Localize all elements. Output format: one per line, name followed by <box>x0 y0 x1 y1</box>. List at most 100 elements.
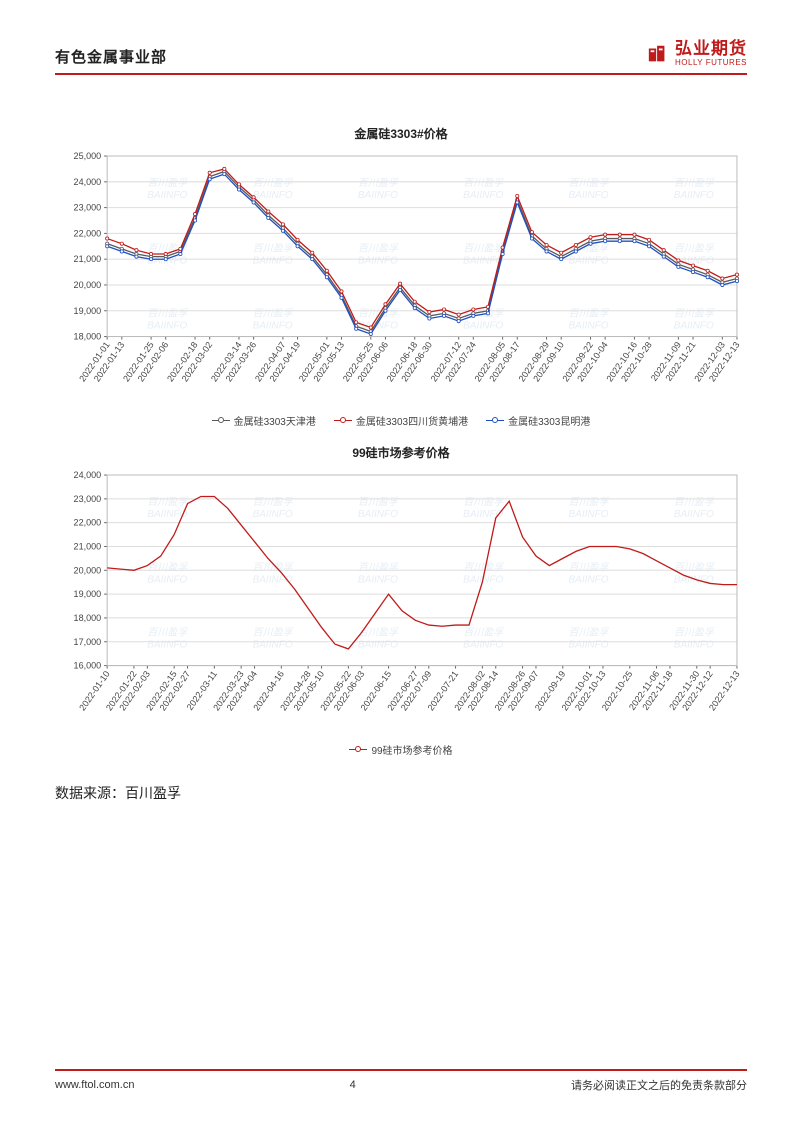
legend-item: 金属硅3303昆明港 <box>486 413 590 428</box>
svg-text:百川盈孚: 百川盈孚 <box>674 307 715 319</box>
legend-item: 99硅市场参考价格 <box>349 742 452 757</box>
svg-text:23,000: 23,000 <box>74 203 102 213</box>
svg-text:百川盈孚: 百川盈孚 <box>358 307 399 319</box>
svg-text:BAIINFO: BAIINFO <box>358 255 398 266</box>
legend-label: 金属硅3303天津港 <box>234 413 316 428</box>
svg-text:百川盈孚: 百川盈孚 <box>568 496 609 508</box>
svg-text:百川盈孚: 百川盈孚 <box>568 626 609 638</box>
logo-cn: 弘业期货 <box>675 40 747 57</box>
svg-text:BAIINFO: BAIINFO <box>463 509 503 520</box>
svg-text:百川盈孚: 百川盈孚 <box>253 626 294 638</box>
svg-text:百川盈孚: 百川盈孚 <box>463 242 504 254</box>
svg-text:BAIINFO: BAIINFO <box>358 574 398 585</box>
svg-text:百川盈孚: 百川盈孚 <box>147 626 188 638</box>
svg-text:百川盈孚: 百川盈孚 <box>147 496 188 508</box>
svg-text:BAIINFO: BAIINFO <box>147 190 187 201</box>
svg-text:24,000: 24,000 <box>74 177 102 187</box>
svg-text:BAIINFO: BAIINFO <box>463 190 503 201</box>
svg-text:百川盈孚: 百川盈孚 <box>674 496 715 508</box>
legend-label: 99硅市场参考价格 <box>371 742 452 757</box>
data-source-label: 数据来源： <box>55 785 125 801</box>
svg-text:BAIINFO: BAIINFO <box>147 574 187 585</box>
svg-text:BAIINFO: BAIINFO <box>674 574 714 585</box>
svg-text:BAIINFO: BAIINFO <box>463 255 503 266</box>
chart2-legend: 99硅市场参考价格 <box>55 742 747 757</box>
svg-text:BAIINFO: BAIINFO <box>253 190 293 201</box>
svg-text:23,000: 23,000 <box>74 494 102 504</box>
svg-text:百川盈孚: 百川盈孚 <box>674 561 715 573</box>
svg-text:百川盈孚: 百川盈孚 <box>147 561 188 573</box>
data-source: 数据来源：百川盈孚 <box>55 783 747 803</box>
svg-text:百川盈孚: 百川盈孚 <box>674 626 715 638</box>
svg-text:21,000: 21,000 <box>74 541 102 551</box>
svg-text:百川盈孚: 百川盈孚 <box>463 626 504 638</box>
chart1-canvas: 百川盈孚BAIINFO百川盈孚BAIINFO百川盈孚BAIINFO百川盈孚BAI… <box>55 148 747 409</box>
svg-text:BAIINFO: BAIINFO <box>674 509 714 520</box>
svg-text:BAIINFO: BAIINFO <box>358 639 398 650</box>
svg-text:百川盈孚: 百川盈孚 <box>253 307 294 319</box>
svg-text:百川盈孚: 百川盈孚 <box>253 242 294 254</box>
svg-text:18,000: 18,000 <box>74 613 102 623</box>
chart-3303-price: 金属硅3303#价格 百川盈孚BAIINFO百川盈孚BAIINFO百川盈孚BAI… <box>55 125 747 428</box>
svg-text:20,000: 20,000 <box>74 565 102 575</box>
svg-text:百川盈孚: 百川盈孚 <box>358 496 399 508</box>
legend-label: 金属硅3303四川货黄埔港 <box>356 413 468 428</box>
svg-text:百川盈孚: 百川盈孚 <box>463 177 504 189</box>
svg-text:BAIINFO: BAIINFO <box>253 321 293 332</box>
chart-99si-price: 99硅市场参考价格 百川盈孚BAIINFO百川盈孚BAIINFO百川盈孚BAII… <box>55 444 747 757</box>
svg-text:22,000: 22,000 <box>74 517 102 527</box>
svg-text:BAIINFO: BAIINFO <box>568 509 608 520</box>
legend-label: 金属硅3303昆明港 <box>508 413 590 428</box>
chart1-title: 金属硅3303#价格 <box>55 125 747 142</box>
svg-text:25,000: 25,000 <box>74 151 102 161</box>
department-title: 有色金属事业部 <box>55 46 167 67</box>
svg-text:BAIINFO: BAIINFO <box>358 190 398 201</box>
legend-item: 金属硅3303天津港 <box>212 413 316 428</box>
svg-text:百川盈孚: 百川盈孚 <box>147 177 188 189</box>
svg-text:BAIINFO: BAIINFO <box>463 321 503 332</box>
svg-text:BAIINFO: BAIINFO <box>568 190 608 201</box>
footer-disclaimer: 请务必阅读正文之后的免责条款部分 <box>571 1077 747 1093</box>
svg-text:BAIINFO: BAIINFO <box>568 255 608 266</box>
svg-text:百川盈孚: 百川盈孚 <box>674 242 715 254</box>
svg-text:22,000: 22,000 <box>74 228 102 238</box>
svg-text:19,000: 19,000 <box>74 589 102 599</box>
svg-text:BAIINFO: BAIINFO <box>674 639 714 650</box>
svg-text:百川盈孚: 百川盈孚 <box>568 561 609 573</box>
logo: 弘业期货 HOLLY FUTURES <box>647 40 747 67</box>
chart2-canvas: 百川盈孚BAIINFO百川盈孚BAIINFO百川盈孚BAIINFO百川盈孚BAI… <box>55 467 747 738</box>
svg-text:百川盈孚: 百川盈孚 <box>568 177 609 189</box>
svg-text:18,000: 18,000 <box>74 332 102 342</box>
svg-text:百川盈孚: 百川盈孚 <box>358 561 399 573</box>
svg-text:BAIINFO: BAIINFO <box>147 321 187 332</box>
svg-text:百川盈孚: 百川盈孚 <box>674 177 715 189</box>
svg-text:百川盈孚: 百川盈孚 <box>463 496 504 508</box>
svg-text:BAIINFO: BAIINFO <box>253 255 293 266</box>
svg-text:21,000: 21,000 <box>74 254 102 264</box>
footer-page-number: 4 <box>350 1079 356 1091</box>
svg-text:百川盈孚: 百川盈孚 <box>147 307 188 319</box>
svg-text:BAIINFO: BAIINFO <box>358 509 398 520</box>
svg-text:百川盈孚: 百川盈孚 <box>253 177 294 189</box>
footer-rule <box>55 1069 747 1071</box>
svg-text:16,000: 16,000 <box>74 660 102 670</box>
logo-en: HOLLY FUTURES <box>675 59 747 67</box>
svg-text:百川盈孚: 百川盈孚 <box>463 561 504 573</box>
svg-text:19,000: 19,000 <box>74 306 102 316</box>
data-source-value: 百川盈孚 <box>125 785 181 801</box>
svg-text:百川盈孚: 百川盈孚 <box>253 496 294 508</box>
svg-text:BAIINFO: BAIINFO <box>674 190 714 201</box>
svg-text:17,000: 17,000 <box>74 637 102 647</box>
svg-text:BAIINFO: BAIINFO <box>253 639 293 650</box>
svg-text:BAIINFO: BAIINFO <box>674 321 714 332</box>
legend-item: 金属硅3303四川货黄埔港 <box>334 413 468 428</box>
chart2-title: 99硅市场参考价格 <box>55 444 747 461</box>
logo-text: 弘业期货 HOLLY FUTURES <box>675 40 747 67</box>
svg-text:BAIINFO: BAIINFO <box>568 574 608 585</box>
chart1-legend: 金属硅3303天津港 金属硅3303四川货黄埔港 金属硅3303昆明港 <box>55 413 747 428</box>
svg-text:BAIINFO: BAIINFO <box>568 321 608 332</box>
svg-text:BAIINFO: BAIINFO <box>463 639 503 650</box>
svg-text:BAIINFO: BAIINFO <box>147 639 187 650</box>
svg-text:20,000: 20,000 <box>74 280 102 290</box>
logo-icon <box>647 43 669 65</box>
